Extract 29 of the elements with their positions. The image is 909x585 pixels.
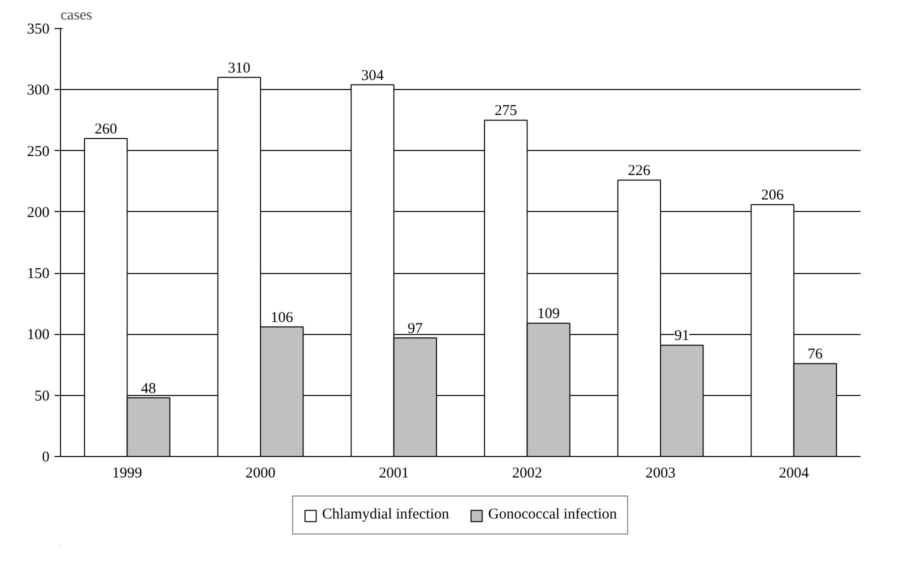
- y-axis-title: cases: [60, 8, 92, 24]
- data-label: 48: [141, 380, 156, 397]
- data-label: 310: [228, 60, 250, 76]
- legend-label: Gonococcal infection: [488, 506, 617, 524]
- data-label: 91: [674, 328, 690, 344]
- y-tick-label: 150: [27, 266, 50, 282]
- y-tick-label: 350: [27, 22, 50, 38]
- x-tick-label: 1999: [112, 466, 142, 482]
- y-tick-label: 50: [34, 388, 50, 404]
- data-label: 109: [537, 306, 560, 322]
- data-label: 275: [494, 103, 518, 120]
- data-label: 106: [270, 310, 294, 326]
- y-tick-label: 100: [27, 327, 50, 344]
- x-tick-label: 2002: [512, 466, 542, 482]
- x-tick-label: 2004: [778, 466, 810, 482]
- data-label: 226: [628, 163, 651, 180]
- y-tick-label: 200: [27, 204, 50, 221]
- data-label: 76: [808, 346, 824, 363]
- x-tick-label: 2001: [378, 466, 409, 482]
- y-tick-label: 0: [42, 450, 50, 466]
- data-label: 304: [361, 68, 384, 84]
- y-tick-label: 300: [27, 82, 50, 99]
- data-label: 260: [94, 122, 118, 138]
- y-tick-label: 250: [27, 144, 50, 160]
- data-label: 97: [408, 320, 424, 337]
- x-tick-label: 2000: [246, 466, 276, 482]
- legend-label: Chlamydial infection: [322, 506, 450, 524]
- data-label: 206: [761, 188, 784, 204]
- x-tick-label: 2003: [646, 466, 676, 482]
